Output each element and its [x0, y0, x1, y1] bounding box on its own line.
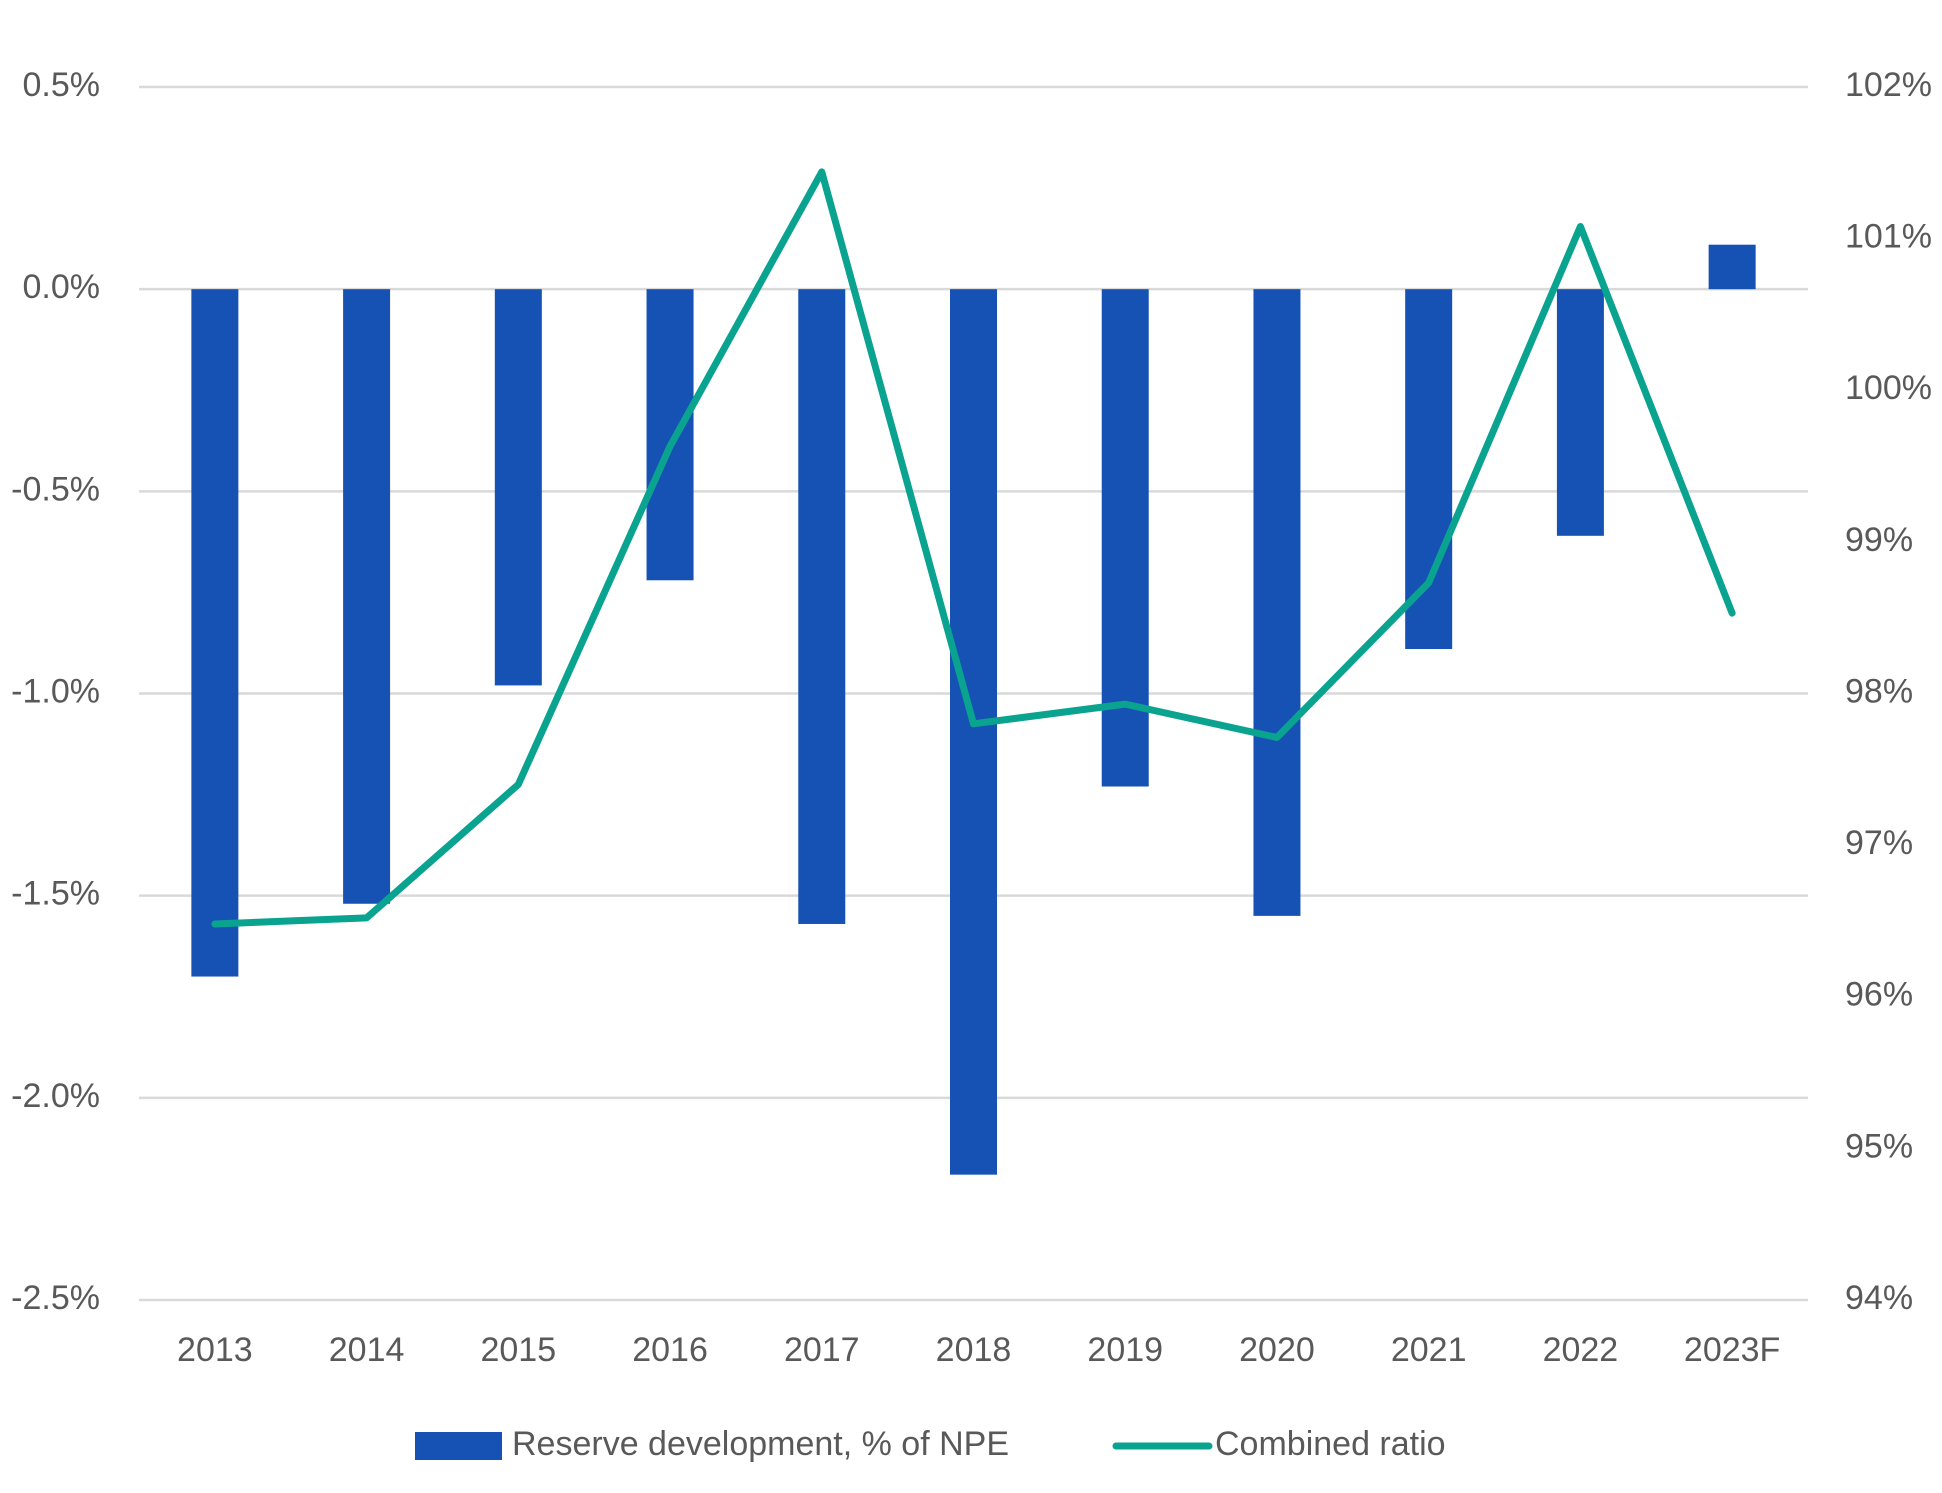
y-tick-label: 0.5%	[23, 66, 101, 104]
y2-tick-label: 101%	[1845, 218, 1932, 256]
y2-tick-label: 97%	[1845, 824, 1913, 862]
x-tick-label: 2013	[177, 1331, 253, 1369]
bar	[1101, 289, 1149, 787]
y-tick-label: -0.5%	[11, 470, 100, 508]
x-tick-label: 2020	[1239, 1331, 1315, 1369]
y2-tick-label: 102%	[1845, 66, 1932, 104]
y-tick-label: -1.0%	[11, 672, 100, 710]
y-tick-label: -2.0%	[11, 1077, 100, 1115]
y2-tick-label: 99%	[1845, 521, 1913, 559]
bar	[1253, 289, 1301, 916]
x-tick-label: 2021	[1391, 1331, 1467, 1369]
y-tick-label: -1.5%	[11, 875, 100, 913]
bar	[798, 289, 846, 924]
x-tick-label: 2023F	[1684, 1331, 1780, 1369]
x-tick-label: 2022	[1543, 1331, 1619, 1369]
x-tick-label: 2016	[632, 1331, 708, 1369]
legend-label: Combined ratio	[1215, 1425, 1446, 1463]
y2-tick-label: 96%	[1845, 976, 1913, 1014]
y2-tick-label: 98%	[1845, 672, 1913, 710]
legend-label: Reserve development, % of NPE	[512, 1425, 1009, 1463]
x-tick-label: 2014	[329, 1331, 405, 1369]
x-tick-label: 2019	[1087, 1331, 1163, 1369]
legend-swatch	[415, 1432, 502, 1460]
x-tick-label: 2018	[936, 1331, 1012, 1369]
y-tick-label: -2.5%	[11, 1279, 100, 1317]
bar	[343, 289, 391, 904]
bar	[191, 289, 239, 977]
bar	[494, 289, 542, 686]
x-tick-label: 2017	[784, 1331, 860, 1369]
x-tick-label: 2015	[480, 1331, 556, 1369]
bar	[1708, 244, 1756, 290]
y2-tick-label: 94%	[1845, 1279, 1913, 1317]
bar	[646, 289, 694, 581]
y2-tick-label: 95%	[1845, 1127, 1913, 1165]
line	[211, 168, 1736, 928]
bar	[1405, 289, 1453, 650]
bar	[1556, 289, 1604, 536]
y2-tick-label: 100%	[1845, 369, 1932, 407]
bar	[950, 289, 997, 1175]
y-tick-label: 0.0%	[23, 268, 101, 306]
